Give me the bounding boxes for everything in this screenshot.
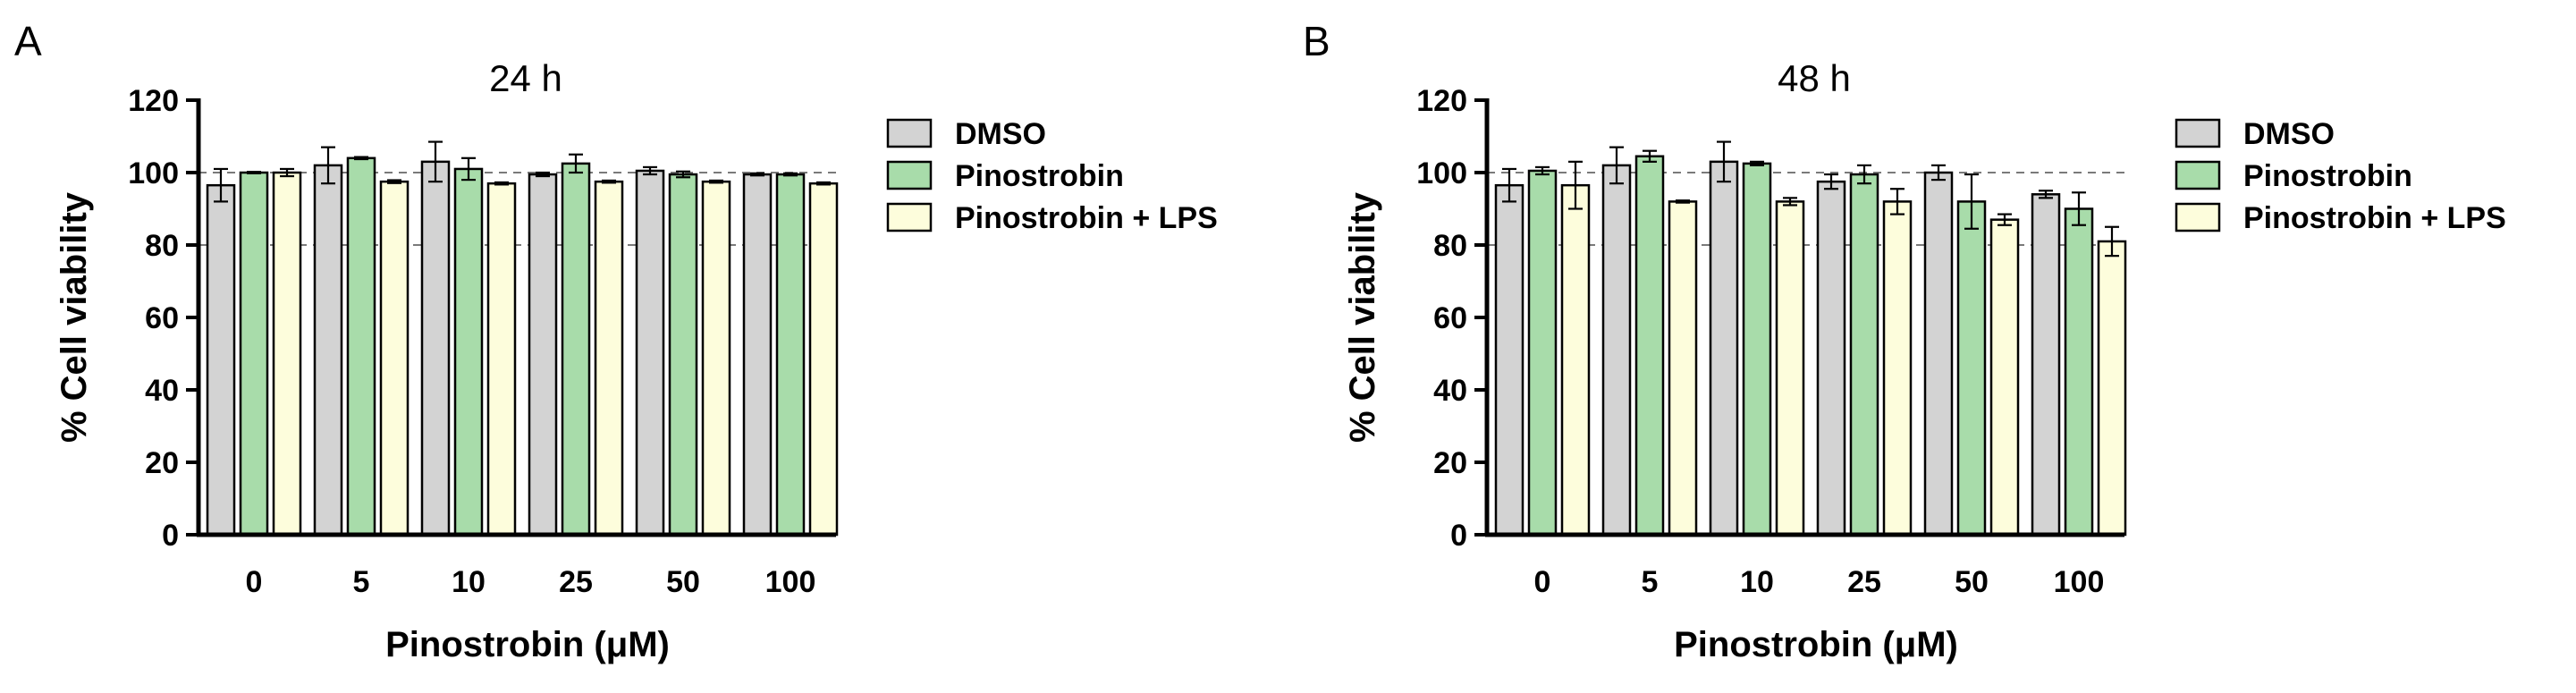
bar [668,173,698,537]
bar [635,169,665,537]
bar [420,160,451,537]
bar [1989,218,2020,537]
bar [2097,240,2127,537]
y-tick-label: 0 [162,519,179,553]
bar [2064,207,2094,537]
y-tick-label: 100 [128,156,179,190]
bar [742,173,773,537]
x-tick-label: 100 [765,565,816,599]
panel-letter: A [14,18,42,64]
legend-swatch [2175,202,2221,232]
legend-label: DMSO [2243,117,2335,151]
legend-label: Pinostrobin [2243,159,2412,193]
legend-label: Pinostrobin + LPS [2243,201,2506,235]
x-tick-label: 10 [1740,565,1774,599]
y-axis-label: % Cell viability [1343,191,1382,443]
bar [1709,160,1739,537]
bar [528,173,558,537]
x-tick-label: 0 [1534,565,1551,599]
x-tick-label: 0 [246,565,263,599]
bar [1956,200,1987,537]
bar [1527,169,1558,537]
bar [239,171,269,537]
x-axis-label: Pinostrobin (μM) [1674,625,1958,664]
bar [1816,180,1846,537]
bar [561,162,591,537]
y-tick-label: 100 [1416,156,1467,190]
y-tick-label: 60 [1433,301,1467,335]
legend-swatch [886,202,933,232]
x-tick-label: 50 [1955,565,1989,599]
legend-label: Pinostrobin [955,159,1124,193]
x-tick-label: 100 [2054,565,2105,599]
y-axis-label: % Cell viability [55,191,94,443]
legend-swatch [2175,160,2221,190]
legend-swatch [2175,118,2221,148]
bar [1742,162,1772,537]
bar [272,171,302,537]
x-tick-label: 50 [666,565,700,599]
x-tick-label: 25 [1847,565,1881,599]
bar [1923,171,1954,537]
bar [1882,200,1913,537]
bar [594,180,624,537]
bar [206,183,236,537]
bar [453,167,484,537]
x-axis-label: Pinostrobin (μM) [385,625,670,664]
legend-label: DMSO [955,117,1046,151]
x-tick-label: 10 [452,565,486,599]
chart-title: 24 h [489,57,562,99]
y-tick-label: 20 [1433,446,1467,480]
bar [775,173,806,537]
x-tick-label: 5 [353,565,370,599]
y-tick-label: 80 [145,229,179,263]
y-tick-label: 80 [1433,229,1467,263]
bar [701,180,731,537]
legend-swatch [886,160,933,190]
legend-swatch [886,118,933,148]
bar [2031,193,2061,537]
bar [486,182,517,537]
bar [1775,200,1805,537]
y-tick-label: 120 [1416,84,1467,118]
bar [1634,155,1665,537]
bar [808,182,839,537]
y-tick-label: 60 [145,301,179,335]
bar [1494,183,1524,537]
bar [313,164,343,537]
x-tick-label: 5 [1642,565,1659,599]
chart-title: 48 h [1778,57,1851,99]
bar [379,180,410,537]
chart-panel-b: B 48 h 0 5 10 25 50 100 0 20 40 60 80 100 120 Pinostrob… [1303,18,2506,664]
chart-panel-a: A 24 h 0 5 10 25 50 100 0 20 40 60 80 100 120 Pinostrob… [14,18,1218,664]
y-tick-label: 40 [145,374,179,408]
y-tick-label: 20 [145,446,179,480]
bar [1668,200,1698,537]
y-tick-label: 120 [128,84,179,118]
bar [1601,164,1632,537]
panel-letter: B [1303,18,1330,64]
y-tick-label: 40 [1433,374,1467,408]
bar [1849,173,1879,537]
y-tick-label: 0 [1450,519,1467,553]
legend-label: Pinostrobin + LPS [955,201,1218,235]
bar [1560,183,1591,537]
x-tick-label: 25 [559,565,593,599]
bar [346,156,376,537]
